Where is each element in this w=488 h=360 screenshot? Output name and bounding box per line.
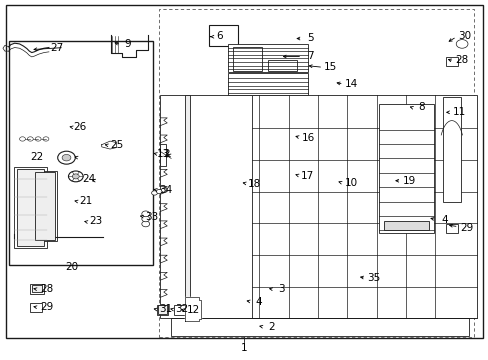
Text: 27: 27: [50, 42, 63, 53]
Text: 2: 2: [163, 149, 169, 159]
Circle shape: [58, 151, 75, 164]
Text: 10: 10: [344, 178, 357, 188]
Bar: [267, 60, 297, 71]
Bar: [445, 57, 457, 66]
Text: 7: 7: [306, 51, 313, 61]
Circle shape: [72, 174, 79, 179]
Text: 4: 4: [255, 297, 262, 307]
Text: 6: 6: [215, 31, 222, 41]
Text: 33: 33: [144, 212, 158, 222]
Text: 16: 16: [301, 132, 314, 143]
Text: 4: 4: [441, 215, 447, 225]
Polygon shape: [102, 141, 116, 149]
Bar: [227, 44, 307, 72]
Text: 15: 15: [323, 62, 337, 72]
Text: 29: 29: [459, 222, 472, 233]
Bar: [157, 305, 168, 315]
Text: 18: 18: [247, 179, 261, 189]
Bar: [159, 9, 473, 337]
Text: 14: 14: [344, 78, 357, 89]
Bar: [158, 305, 167, 314]
Bar: [30, 284, 44, 294]
Circle shape: [142, 221, 149, 227]
Bar: [442, 97, 460, 202]
Bar: [9, 41, 153, 265]
Text: 12: 12: [186, 305, 200, 315]
Text: 26: 26: [73, 122, 87, 132]
Bar: [232, 47, 262, 71]
Bar: [35, 172, 55, 240]
Text: 24: 24: [82, 174, 96, 184]
Text: 23: 23: [89, 216, 102, 226]
Text: 28: 28: [454, 55, 468, 66]
Bar: [252, 95, 476, 318]
Bar: [227, 73, 307, 95]
Bar: [184, 95, 189, 318]
Text: 32: 32: [175, 304, 188, 314]
Text: 21: 21: [79, 196, 93, 206]
Bar: [174, 305, 184, 315]
Bar: [209, 25, 237, 46]
Text: 9: 9: [124, 39, 131, 49]
Text: 2: 2: [267, 322, 274, 332]
Circle shape: [161, 188, 167, 192]
Bar: [33, 171, 57, 241]
Bar: [160, 95, 252, 318]
Bar: [14, 167, 47, 248]
Text: 28: 28: [40, 284, 54, 294]
Text: 17: 17: [300, 171, 313, 181]
Circle shape: [455, 40, 467, 48]
Bar: [445, 224, 457, 233]
Text: 34: 34: [158, 185, 172, 195]
Bar: [32, 285, 42, 292]
Circle shape: [35, 137, 41, 141]
Bar: [379, 104, 433, 233]
Bar: [384, 221, 428, 230]
Circle shape: [142, 216, 149, 222]
Circle shape: [62, 154, 71, 161]
Bar: [160, 144, 165, 166]
Bar: [17, 169, 44, 246]
Text: 30: 30: [457, 31, 470, 41]
Circle shape: [27, 137, 33, 141]
Text: 19: 19: [402, 176, 416, 186]
Text: 5: 5: [306, 33, 313, 43]
Text: 13: 13: [157, 149, 170, 159]
Circle shape: [142, 211, 149, 217]
Text: 1: 1: [241, 343, 247, 353]
Text: 22: 22: [30, 152, 43, 162]
Circle shape: [20, 137, 25, 141]
Text: 8: 8: [417, 102, 424, 112]
Circle shape: [151, 191, 157, 195]
Text: 25: 25: [109, 140, 123, 150]
Polygon shape: [184, 297, 201, 321]
Text: 35: 35: [366, 273, 380, 283]
Circle shape: [43, 137, 49, 141]
Text: 20: 20: [65, 262, 78, 272]
Circle shape: [156, 189, 162, 194]
Text: 11: 11: [452, 107, 466, 117]
Bar: [30, 303, 42, 312]
Text: 31: 31: [158, 304, 172, 314]
Text: 3: 3: [278, 284, 285, 294]
Text: 29: 29: [40, 302, 54, 312]
Bar: [171, 318, 468, 336]
Circle shape: [68, 171, 83, 182]
